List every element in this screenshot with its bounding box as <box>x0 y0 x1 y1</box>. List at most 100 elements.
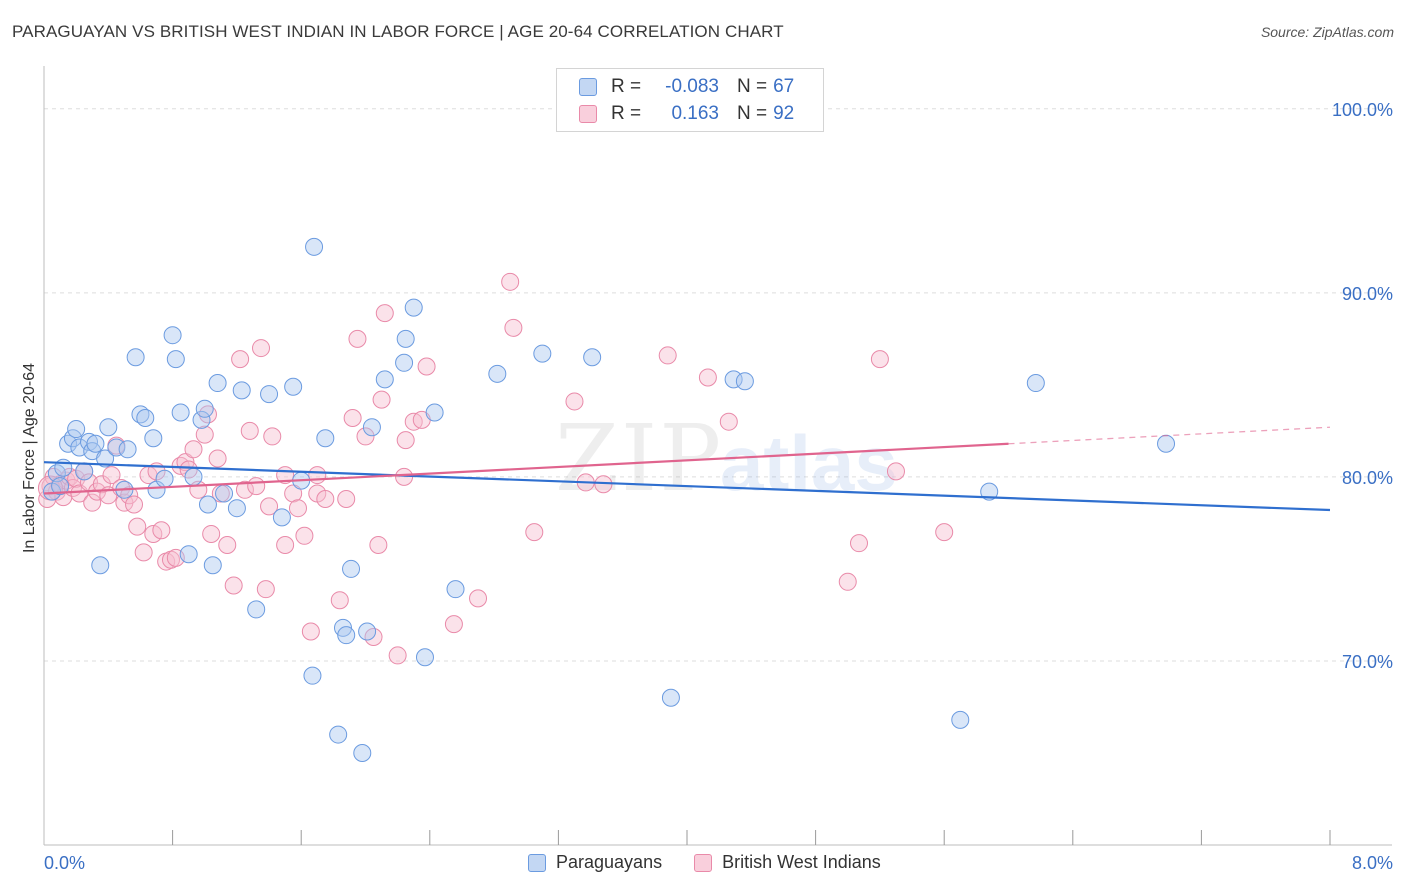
pink-swatch <box>579 105 597 123</box>
data-point-british-west-indians <box>83 493 102 512</box>
legend-row-british-west-indians: R = 0.163 N = 92 <box>579 102 794 126</box>
series-legend: Paraguayans British West Indians <box>528 852 913 873</box>
data-point-british-west-indians <box>356 427 375 446</box>
data-point-british-west-indians <box>372 390 391 409</box>
data-point-british-west-indians <box>125 495 144 514</box>
data-point-british-west-indians <box>231 350 250 369</box>
data-point-british-west-indians <box>565 392 584 411</box>
legend-label: Paraguayans <box>556 852 663 872</box>
data-point-paraguayans <box>661 688 680 707</box>
data-point-british-west-indians <box>444 615 463 634</box>
data-point-paraguayans <box>86 434 105 453</box>
x-tick-label: 0.0% <box>44 853 85 873</box>
data-point-paraguayans <box>303 666 322 685</box>
data-point-british-west-indians <box>288 499 307 518</box>
data-point-paraguayans <box>395 353 414 372</box>
trend-extension-british-west-indians <box>1008 426 1331 445</box>
data-point-british-west-indians <box>719 412 738 431</box>
legend-row-paraguayans: R = -0.083 N = 67 <box>579 75 794 99</box>
data-point-british-west-indians <box>469 589 488 608</box>
r-label: R = <box>611 76 642 97</box>
tick-labels: 100.0% 90.0% 80.0% 70.0% 0.0% 8.0% <box>44 100 1393 873</box>
data-point-british-west-indians <box>301 622 320 641</box>
y-tick-label: 100.0% <box>1332 100 1393 120</box>
trend-line-paraguayans <box>43 461 1331 512</box>
r-value: -0.083 <box>665 76 719 97</box>
data-point-paraguayans <box>583 348 602 367</box>
data-point-british-west-indians <box>295 526 314 545</box>
axes <box>43 66 1392 846</box>
data-point-british-west-indians <box>886 462 905 481</box>
data-point-british-west-indians <box>256 580 275 599</box>
data-point-paraguayans <box>316 429 335 448</box>
data-point-paraguayans <box>415 648 434 667</box>
data-point-paraguayans <box>358 622 377 641</box>
data-point-british-west-indians <box>195 425 214 444</box>
data-point-british-west-indians <box>396 431 415 450</box>
data-point-british-west-indians <box>698 368 717 387</box>
data-point-paraguayans <box>337 626 356 645</box>
data-point-british-west-indians <box>260 497 279 516</box>
data-point-paraguayans <box>425 403 444 422</box>
data-point-paraguayans <box>342 559 361 578</box>
data-point-paraguayans <box>533 344 552 363</box>
n-label: N = <box>737 103 768 124</box>
data-point-british-west-indians <box>348 329 367 348</box>
data-point-paraguayans <box>724 370 743 389</box>
data-point-british-west-indians <box>263 427 282 446</box>
legend-item-paraguayans[interactable]: Paraguayans <box>528 852 662 873</box>
data-point-paraguayans <box>136 409 155 428</box>
svg-text:ZIP: ZIP <box>555 405 723 512</box>
data-point-paraguayans <box>247 600 266 619</box>
data-point-british-west-indians <box>395 467 414 486</box>
data-point-british-west-indians <box>134 543 153 562</box>
data-point-british-west-indians <box>850 534 869 553</box>
data-point-paraguayans <box>163 326 182 345</box>
data-point-paraguayans <box>215 484 234 503</box>
data-point-paraguayans <box>99 418 118 437</box>
data-point-paraguayans <box>227 499 246 518</box>
data-point-british-west-indians <box>208 449 227 468</box>
data-point-british-west-indians <box>276 536 295 555</box>
data-point-paraguayans <box>203 556 222 575</box>
data-point-paraguayans <box>446 580 465 599</box>
n-value: 92 <box>773 103 795 124</box>
data-point-british-west-indians <box>240 421 259 440</box>
data-point-british-west-indians <box>525 523 544 542</box>
data-point-british-west-indians <box>152 521 171 540</box>
data-point-british-west-indians <box>128 517 147 536</box>
data-point-paraguayans <box>59 434 78 453</box>
data-point-paraguayans <box>126 348 145 367</box>
data-point-paraguayans <box>272 508 291 527</box>
data-point-british-west-indians <box>330 591 349 610</box>
data-point-paraguayans <box>195 399 214 418</box>
data-point-paraguayans <box>260 385 279 404</box>
data-point-paraguayans <box>353 743 372 762</box>
data-point-british-west-indians <box>870 350 889 369</box>
trend-lines <box>43 426 1331 512</box>
data-point-paraguayans <box>1157 434 1176 453</box>
n-label: N = <box>737 76 768 97</box>
data-point-british-west-indians <box>369 536 388 555</box>
data-point-paraguayans <box>166 350 185 369</box>
data-point-british-west-indians <box>935 523 954 542</box>
blue-swatch <box>579 78 597 96</box>
data-point-paraguayans <box>179 545 198 564</box>
data-point-british-west-indians <box>417 357 436 376</box>
data-point-paraguayans <box>171 403 190 422</box>
legend-item-british-west-indians[interactable]: British West Indians <box>694 852 881 873</box>
data-point-paraguayans <box>951 710 970 729</box>
y-axis-label: In Labor Force | Age 20-64 <box>21 363 38 553</box>
data-point-paraguayans <box>198 495 217 514</box>
data-point-british-west-indians <box>235 480 254 499</box>
data-point-british-west-indians <box>504 318 523 337</box>
blue-swatch <box>528 853 546 872</box>
data-point-british-west-indians <box>202 524 221 543</box>
data-point-british-west-indians <box>218 536 237 555</box>
legend-label: British West Indians <box>722 852 881 872</box>
data-point-british-west-indians <box>388 646 407 665</box>
pink-swatch <box>694 853 713 872</box>
r-label: R = <box>611 103 642 124</box>
data-point-british-west-indians <box>252 339 271 358</box>
data-point-paraguayans <box>91 556 110 575</box>
